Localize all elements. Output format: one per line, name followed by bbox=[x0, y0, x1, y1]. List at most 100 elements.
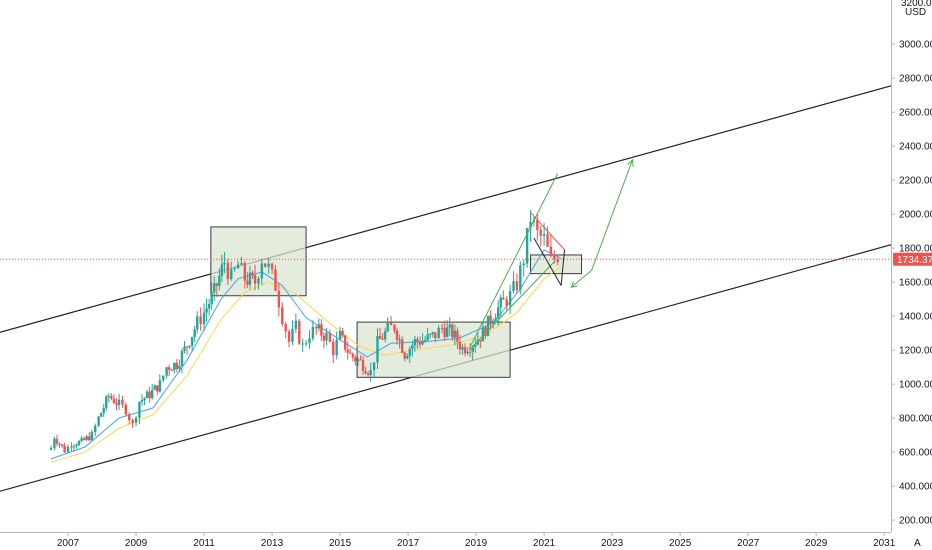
candle bbox=[395, 328, 399, 345]
candle bbox=[456, 327, 459, 350]
candle bbox=[421, 333, 424, 346]
candle-body bbox=[481, 327, 485, 342]
candle-body bbox=[549, 246, 553, 256]
candle-body bbox=[162, 375, 165, 381]
candle bbox=[145, 389, 149, 399]
candle-body bbox=[153, 385, 156, 390]
candle bbox=[491, 318, 495, 329]
candle-body bbox=[499, 297, 502, 308]
candle-body bbox=[505, 299, 508, 306]
y-tick-label: 1000.000 bbox=[899, 380, 932, 391]
candle-body bbox=[257, 278, 260, 284]
candle-body bbox=[165, 367, 168, 376]
candle bbox=[484, 325, 487, 339]
candle bbox=[215, 282, 218, 297]
y-tick-label: 1600.000 bbox=[899, 278, 932, 289]
candlestick-series bbox=[49, 210, 559, 454]
candle bbox=[124, 402, 128, 417]
candle-body bbox=[304, 343, 308, 345]
candle-body bbox=[515, 281, 519, 290]
candle-body bbox=[416, 339, 419, 342]
candle-body bbox=[406, 356, 409, 359]
candle bbox=[170, 368, 173, 371]
candle bbox=[411, 340, 414, 357]
candle-body bbox=[322, 335, 326, 341]
candle bbox=[128, 412, 131, 424]
candle bbox=[99, 412, 103, 417]
candle bbox=[175, 359, 179, 373]
x-tick-label: 2011 bbox=[193, 538, 215, 549]
candle bbox=[287, 329, 291, 348]
auto-scale-button[interactable]: A bbox=[914, 538, 921, 549]
candle-body bbox=[190, 337, 194, 346]
candle-body bbox=[188, 345, 191, 348]
candle bbox=[264, 263, 267, 268]
candle-body bbox=[446, 327, 449, 337]
candle-body bbox=[522, 263, 525, 266]
candle-body bbox=[175, 362, 179, 369]
candle bbox=[66, 444, 70, 454]
y-tick-label: 3000.000 bbox=[899, 40, 932, 51]
candle-body bbox=[434, 332, 437, 339]
candle bbox=[77, 439, 81, 446]
candle bbox=[80, 436, 83, 443]
candle-body bbox=[202, 312, 206, 325]
candle bbox=[210, 282, 213, 310]
candle bbox=[332, 338, 335, 364]
candle bbox=[341, 327, 344, 338]
candle bbox=[512, 271, 515, 294]
candle-body bbox=[386, 322, 389, 332]
candle-body bbox=[215, 283, 218, 286]
candle-body bbox=[167, 367, 171, 370]
candle bbox=[230, 261, 233, 281]
candle-body bbox=[134, 417, 138, 423]
candle-body bbox=[328, 332, 332, 342]
candle bbox=[270, 262, 274, 274]
candle-body bbox=[80, 438, 83, 441]
candle-body bbox=[277, 290, 281, 308]
candle bbox=[240, 256, 243, 266]
candle-body bbox=[287, 331, 291, 342]
candle-body bbox=[243, 262, 247, 281]
candle bbox=[246, 272, 249, 289]
x-tick-label: 2027 bbox=[737, 538, 760, 549]
candle bbox=[366, 371, 370, 379]
candle-body bbox=[97, 416, 100, 426]
candle bbox=[546, 226, 549, 248]
candle bbox=[381, 333, 384, 341]
x-tick-label: 2013 bbox=[261, 538, 284, 549]
candle bbox=[180, 348, 184, 374]
candle bbox=[223, 252, 226, 274]
candle-body bbox=[281, 307, 284, 324]
candle-body bbox=[128, 414, 131, 420]
candle bbox=[474, 338, 477, 353]
candle bbox=[389, 315, 393, 326]
candle-body bbox=[58, 443, 61, 445]
projection-arrow-head bbox=[627, 158, 634, 167]
candle bbox=[431, 331, 434, 338]
candle-body bbox=[400, 339, 404, 353]
candle bbox=[148, 386, 151, 403]
candle bbox=[320, 319, 323, 341]
candle-body bbox=[421, 340, 424, 345]
candle bbox=[335, 331, 338, 360]
candle-body bbox=[143, 398, 146, 400]
candle-body bbox=[484, 327, 487, 337]
candle bbox=[115, 398, 118, 411]
candle bbox=[522, 259, 525, 277]
candle bbox=[505, 296, 508, 312]
candle bbox=[218, 268, 221, 291]
candle bbox=[112, 393, 116, 404]
candle bbox=[446, 320, 449, 338]
candle-body bbox=[497, 307, 500, 319]
candle bbox=[102, 403, 105, 418]
candle-body bbox=[320, 324, 323, 336]
candle-body bbox=[131, 419, 134, 423]
y-tick-label: 2600.000 bbox=[899, 108, 932, 119]
candle-body bbox=[491, 320, 495, 324]
candle-body bbox=[196, 316, 199, 330]
candle-body bbox=[471, 347, 474, 352]
candle-body bbox=[77, 440, 81, 446]
